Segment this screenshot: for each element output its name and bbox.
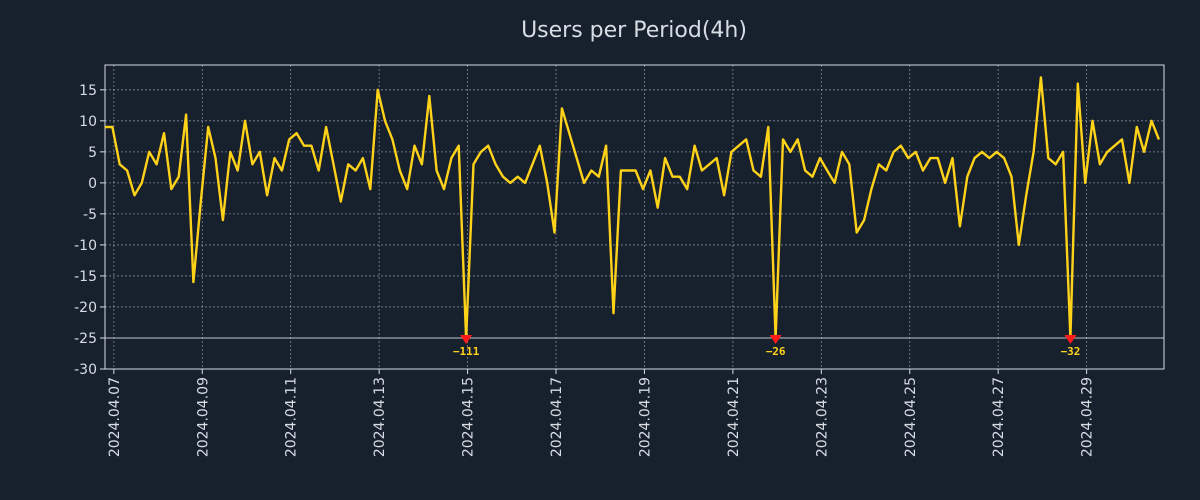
x-tick-label: 2024.04.29 <box>1080 377 1096 457</box>
plot-frame <box>104 64 1165 370</box>
x-tick-label: 2024.04.23 <box>814 377 830 457</box>
clip-label: −32 <box>1060 345 1080 358</box>
series-layer <box>105 76 1161 340</box>
y-tick-label: 5 <box>88 145 97 161</box>
y-tick-label: -25 <box>74 331 97 347</box>
y-tick-label: -20 <box>74 300 97 316</box>
axes: 15 10 5 0 -5 -10 -15 -20 -25 -30 2024.04.07 2024.04… <box>74 64 1165 457</box>
x-tick-label: 2024.04.07 <box>107 377 123 457</box>
clip-label: −26 <box>766 345 786 358</box>
clip-label: −111 <box>453 345 480 358</box>
y-tick-label: 0 <box>88 176 97 192</box>
x-tick-label: 2024.04.09 <box>195 377 211 457</box>
clip-marker <box>460 334 473 344</box>
x-tick-label: 2024.04.13 <box>372 377 388 457</box>
x-tick-label: 2024.04.21 <box>726 377 742 457</box>
x-tick-label: 2024.04.15 <box>461 377 477 457</box>
clip-marker <box>769 334 782 344</box>
y-tick-label: 10 <box>79 114 97 130</box>
clip-marker <box>1064 334 1077 344</box>
chart-title: Users per Period(4h) <box>521 18 747 43</box>
series-line <box>105 76 1161 340</box>
clip-markers: −111 −26 −32 <box>453 334 1080 358</box>
y-tick-label: 15 <box>79 83 97 99</box>
grid <box>105 65 1164 370</box>
y-tick-label: -5 <box>83 207 97 223</box>
x-tick-label: 2024.04.19 <box>637 377 653 457</box>
y-tick-label: -10 <box>74 238 97 254</box>
y-tick-label: -30 <box>74 362 97 378</box>
x-tick-label: 2024.04.27 <box>991 377 1007 457</box>
x-tick-label: 2024.04.17 <box>549 377 565 457</box>
y-tick-label: -15 <box>74 269 97 285</box>
x-tick-label: 2024.04.11 <box>284 377 300 457</box>
x-tick-label: 2024.04.25 <box>903 377 919 457</box>
